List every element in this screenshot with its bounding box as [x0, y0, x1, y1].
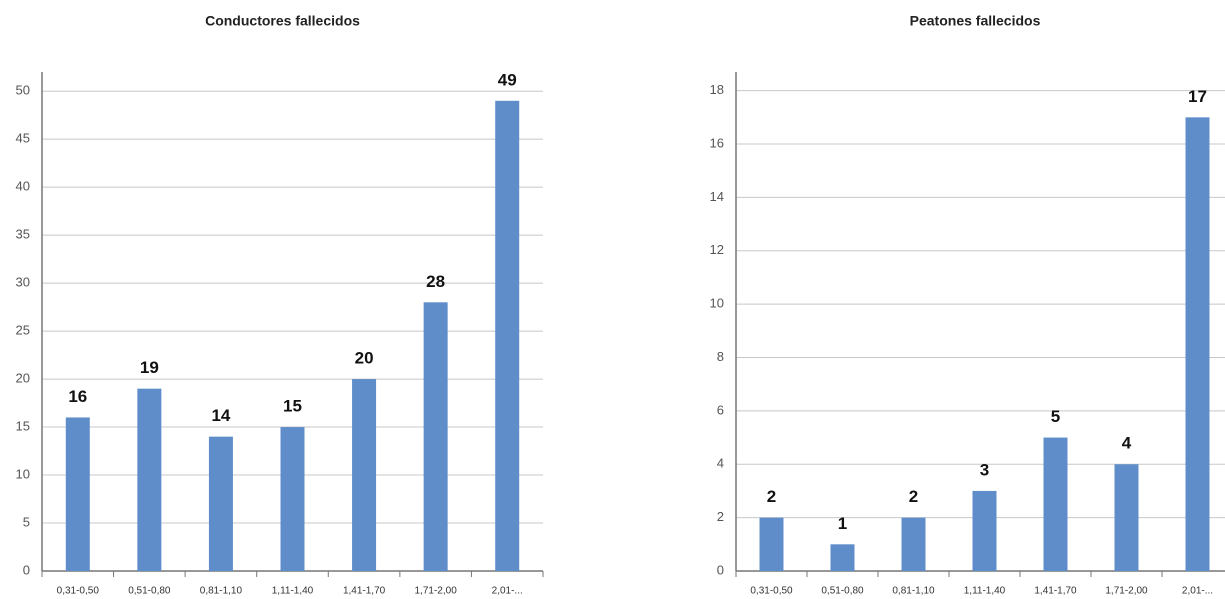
bar	[280, 427, 305, 571]
bar	[423, 302, 448, 571]
x-tick-label: 0,81-1,10	[200, 586, 243, 597]
y-tick-label: 15	[16, 418, 30, 433]
y-tick-label: 6	[717, 402, 724, 417]
data-label: 4	[1122, 434, 1132, 453]
chart-title: Peatones fallecidos	[910, 13, 1041, 29]
x-tick-label: 1,11-1,40	[272, 586, 314, 597]
bar	[495, 100, 520, 572]
data-label: 20	[355, 349, 374, 368]
y-tick-label: 14	[710, 189, 724, 204]
x-tick-label: 1,41-1,70	[343, 586, 386, 597]
data-label: 15	[283, 397, 302, 416]
y-tick-label: 8	[717, 349, 724, 364]
bar	[972, 490, 997, 571]
bar	[137, 388, 162, 571]
data-label: 1	[838, 514, 847, 533]
y-tick-label: 10	[710, 296, 724, 311]
y-tick-label: 40	[16, 179, 30, 194]
y-tick-label: 0	[717, 562, 724, 577]
data-label: 3	[980, 460, 989, 479]
y-tick-label: 50	[16, 83, 30, 98]
x-tick-label: 0,51-0,80	[821, 586, 864, 597]
bar	[1114, 464, 1139, 571]
y-tick-label: 30	[16, 275, 30, 290]
bar	[1185, 117, 1210, 571]
bar	[830, 544, 855, 571]
chart-title: Conductores fallecidos	[205, 13, 360, 29]
bar	[1043, 437, 1068, 571]
data-label: 5	[1051, 407, 1060, 426]
y-tick-label: 45	[16, 131, 30, 146]
data-label: 2	[767, 487, 776, 506]
x-tick-label: 0,81-1,10	[892, 586, 935, 597]
y-tick-label: 10	[16, 466, 30, 481]
x-tick-label: 1,11-1,40	[964, 586, 1006, 597]
x-tick-label: 2,01-...	[492, 586, 523, 597]
bar	[352, 379, 377, 571]
y-tick-label: 2	[717, 509, 724, 524]
bar	[65, 417, 90, 571]
y-tick-label: 16	[710, 135, 724, 150]
x-tick-label: 0,51-0,80	[128, 586, 171, 597]
y-tick-label: 4	[717, 456, 724, 471]
data-label: 2	[909, 487, 918, 506]
y-tick-label: 18	[710, 82, 724, 97]
bar	[759, 517, 784, 571]
data-label: 49	[498, 70, 517, 89]
y-tick-label: 5	[23, 514, 30, 529]
x-tick-label: 1,71-2,00	[415, 586, 458, 597]
x-tick-label: 1,71-2,00	[1105, 586, 1148, 597]
y-tick-label: 12	[710, 242, 724, 257]
y-tick-label: 20	[16, 371, 30, 386]
y-tick-label: 35	[16, 227, 30, 242]
data-label: 16	[68, 387, 87, 406]
x-tick-label: 1,41-1,70	[1034, 586, 1077, 597]
x-tick-label: 0,31-0,50	[57, 586, 100, 597]
data-label: 19	[140, 358, 159, 377]
data-label: 28	[426, 272, 445, 291]
data-label: 14	[211, 406, 230, 425]
bar	[901, 517, 926, 571]
y-tick-label: 0	[23, 562, 30, 577]
x-tick-label: 0,31-0,50	[750, 586, 793, 597]
data-label: 17	[1188, 87, 1207, 106]
x-tick-label: 2,01-...	[1182, 586, 1213, 597]
bar	[208, 436, 233, 571]
y-tick-label: 25	[16, 323, 30, 338]
